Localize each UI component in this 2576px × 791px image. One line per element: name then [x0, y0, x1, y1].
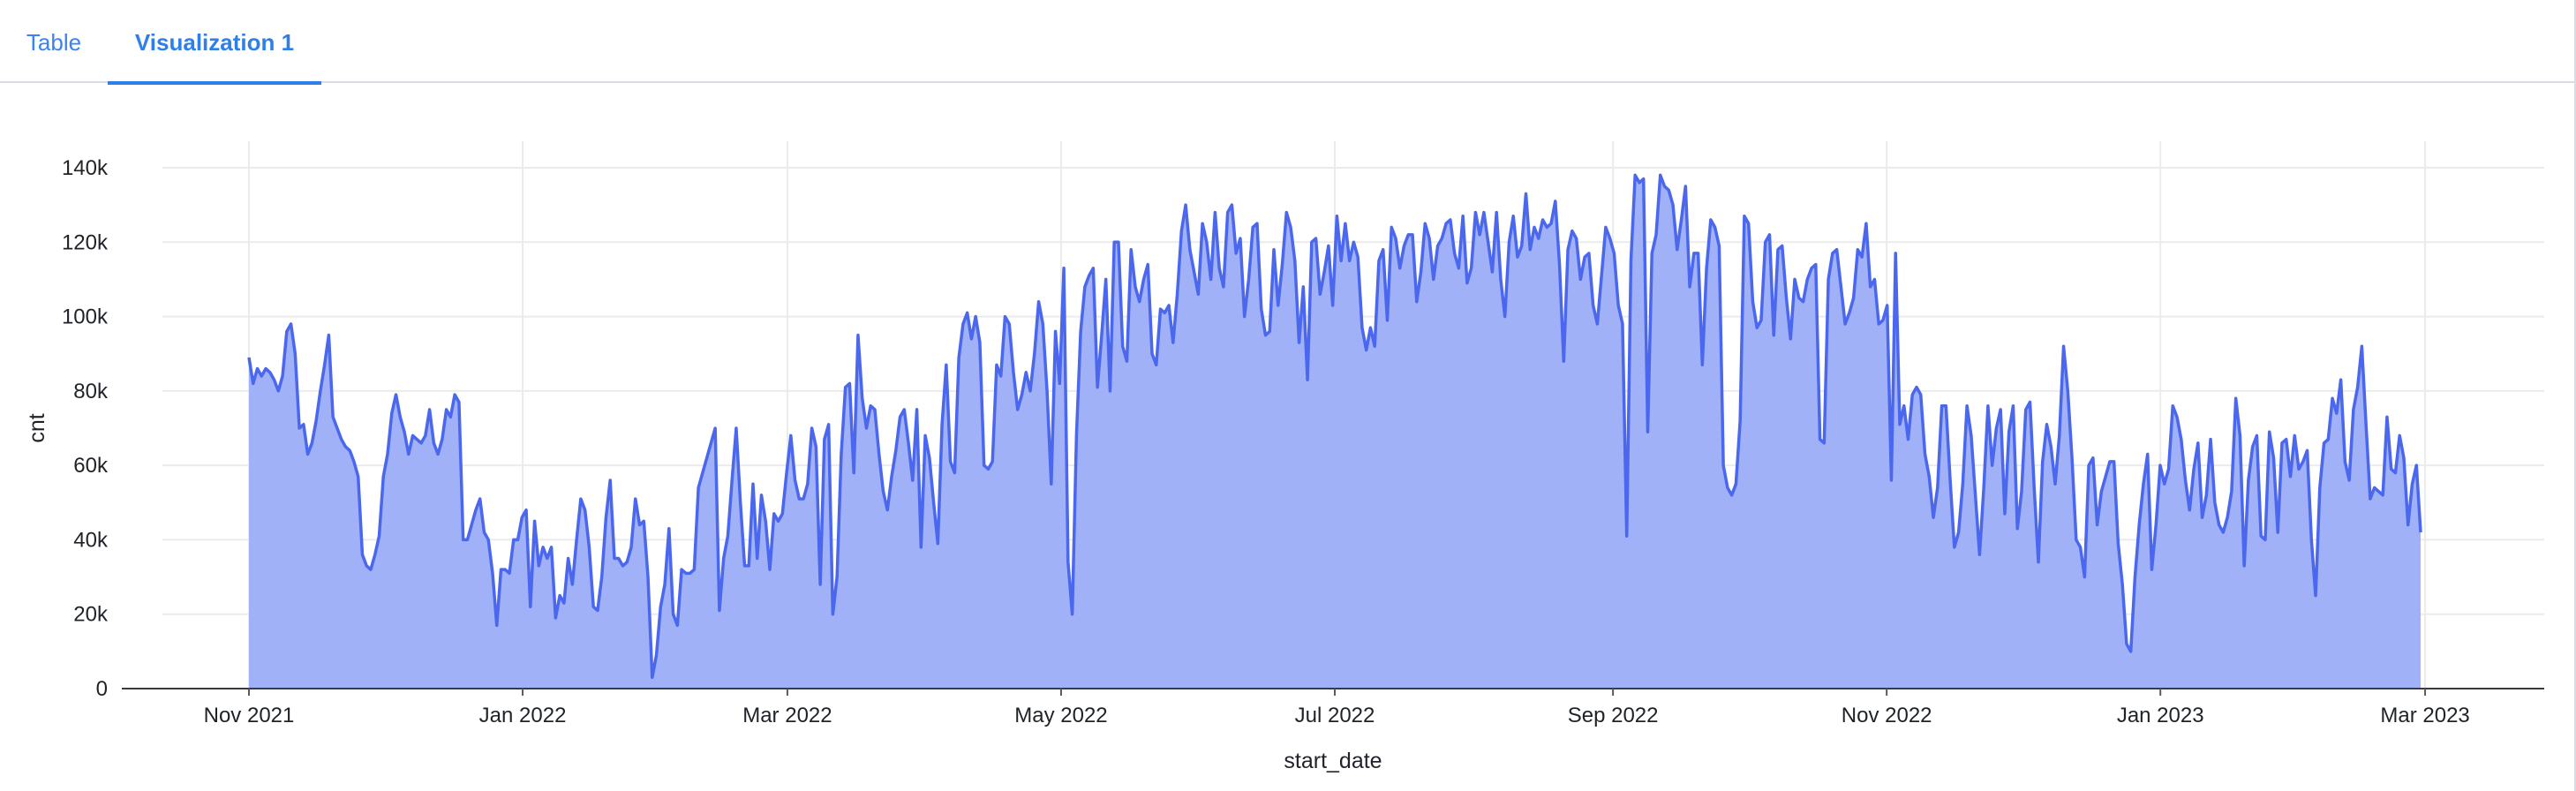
y-tick-label: 80k [73, 380, 109, 403]
x-tick-label: May 2022 [1014, 704, 1107, 727]
x-tick-label: Mar 2022 [742, 704, 832, 727]
x-tick-label: Jan 2023 [2117, 704, 2204, 727]
series-cnt [247, 173, 2422, 689]
y-tick-label: 20k [73, 603, 109, 627]
tab-visualization-1[interactable]: Visualization 1 [108, 0, 321, 85]
y-tick-label: 140k [62, 156, 109, 180]
y-tick-label: 0 [96, 677, 108, 701]
x-axis-ticks: Nov 2021 Jan 2022 Mar 2022 May 2022 Jul 2022… [204, 689, 2470, 727]
y-tick-label: 60k [73, 454, 109, 478]
x-tick-label: Nov 2022 [1842, 704, 1932, 727]
series-line [247, 173, 2422, 680]
y-tick-label: 40k [73, 528, 109, 552]
x-tick-label: Nov 2021 [204, 704, 295, 727]
chart-container: 0 20k 40k 60k 80k 100k 120k 140k Nov 2021 Jan 20… [0, 83, 2569, 791]
y-tick-label: 100k [62, 305, 109, 329]
series-area-fill [249, 175, 2421, 689]
x-axis-title: start_date [1284, 749, 1382, 773]
y-tick-label: 120k [62, 230, 109, 254]
x-tick-label: Mar 2023 [2380, 704, 2469, 727]
y-axis-title: cnt [25, 413, 49, 442]
x-tick-label: Jul 2022 [1295, 704, 1375, 727]
area-chart: 0 20k 40k 60k 80k 100k 120k 140k Nov 2021 Jan 20… [25, 141, 2544, 773]
x-tick-label: Sep 2022 [1568, 704, 1659, 727]
panel-border [2574, 0, 2576, 791]
tab-table[interactable]: Table [26, 29, 82, 56]
y-axis-ticks: 0 20k 40k 60k 80k 100k 120k 140k [62, 156, 109, 701]
x-tick-label: Jan 2022 [479, 704, 567, 727]
tab-bar: Table Visualization 1 [0, 0, 2576, 85]
